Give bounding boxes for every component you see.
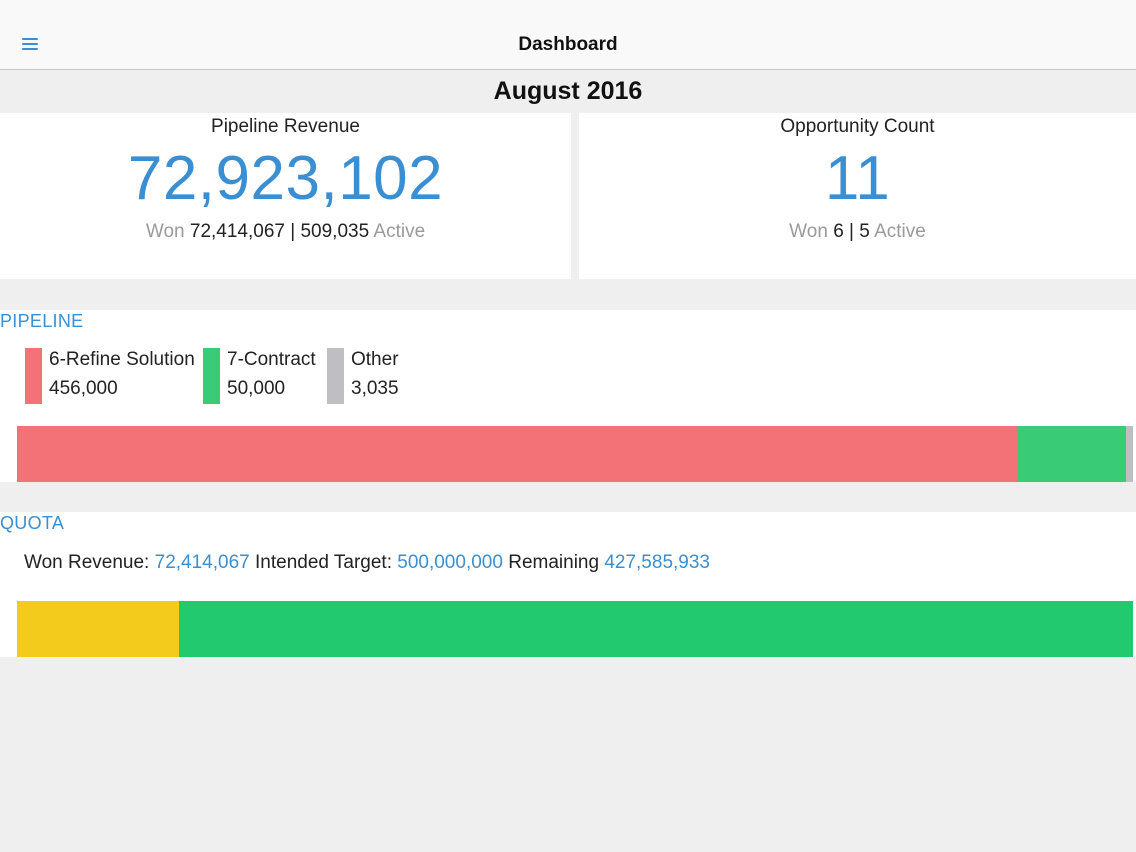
won-value: 6 [833,221,844,242]
quota-section: QUOTA Won Revenue: 72,414,067 Intended T… [0,512,1136,657]
pipeline-bar-segment-contract[interactable] [1016,426,1127,482]
legend-name: 7-Contract [227,349,316,370]
active-value: 5 [859,221,870,242]
quota-bar-remaining-segment[interactable] [178,601,1133,657]
opportunity-count-label: Opportunity Count [780,116,935,137]
legend-swatch [203,348,220,404]
legend-name: Other [351,349,399,370]
pipeline-revenue-breakdown: Won 72,414,067 | 509,035 Active [0,221,571,243]
quota-bar-won-segment[interactable] [17,601,179,657]
opportunity-count-breakdown: Won 6 | 5 Active [579,221,1136,243]
remaining-value: 427,585,933 [604,552,710,573]
quota-stats: Won Revenue: 72,414,067 Intended Target:… [24,552,710,574]
navigation-bar: Dashboard [0,0,1136,70]
pipeline-revenue-label: Pipeline Revenue [211,116,360,137]
active-label: Active [373,221,426,242]
remaining-label: Remaining [508,552,600,573]
pipeline-revenue-card: Pipeline Revenue 72,923,102 Won 72,414,0… [0,113,571,279]
nav-title: Dashboard [518,34,618,55]
hamburger-menu-icon[interactable] [22,38,38,50]
pipeline-revenue-value: 72,923,102 [127,144,444,213]
won-revenue-label: Won Revenue: [24,552,150,573]
won-label: Won [789,221,828,242]
pipeline-title: PIPELINE [0,311,84,331]
separator: | [290,221,296,242]
legend-value: 50,000 [227,378,286,399]
quota-title: QUOTA [0,513,65,533]
won-value: 72,414,067 [189,221,285,242]
opportunity-count-value: 11 [824,144,891,213]
intended-target-value: 500,000,000 [397,552,503,573]
legend-value: 3,035 [351,378,399,399]
active-label: Active [874,221,926,242]
won-label: Won [145,221,185,242]
legend-value: 456,000 [49,378,118,399]
period-title: August 2016 [493,77,643,105]
pipeline-bar-segment-refine-solution[interactable] [17,426,1017,482]
won-revenue-value: 72,414,067 [154,552,250,573]
legend-swatch [327,348,344,404]
pipeline-bar-segment-other[interactable] [1126,426,1133,482]
legend-name: 6-Refine Solution [49,349,195,370]
active-value: 509,035 [300,221,370,242]
separator: | [849,221,854,242]
pipeline-section: PIPELINE 6-Refine Solution 456,000 7-Con… [0,310,1136,482]
pipeline-stacked-bar[interactable] [17,426,1133,482]
quota-progress-bar[interactable] [17,601,1133,657]
legend-swatch [25,348,42,404]
intended-target-label: Intended Target: [255,552,392,573]
opportunity-count-card: Opportunity Count 11 Won 6 | 5 Active [579,113,1136,279]
